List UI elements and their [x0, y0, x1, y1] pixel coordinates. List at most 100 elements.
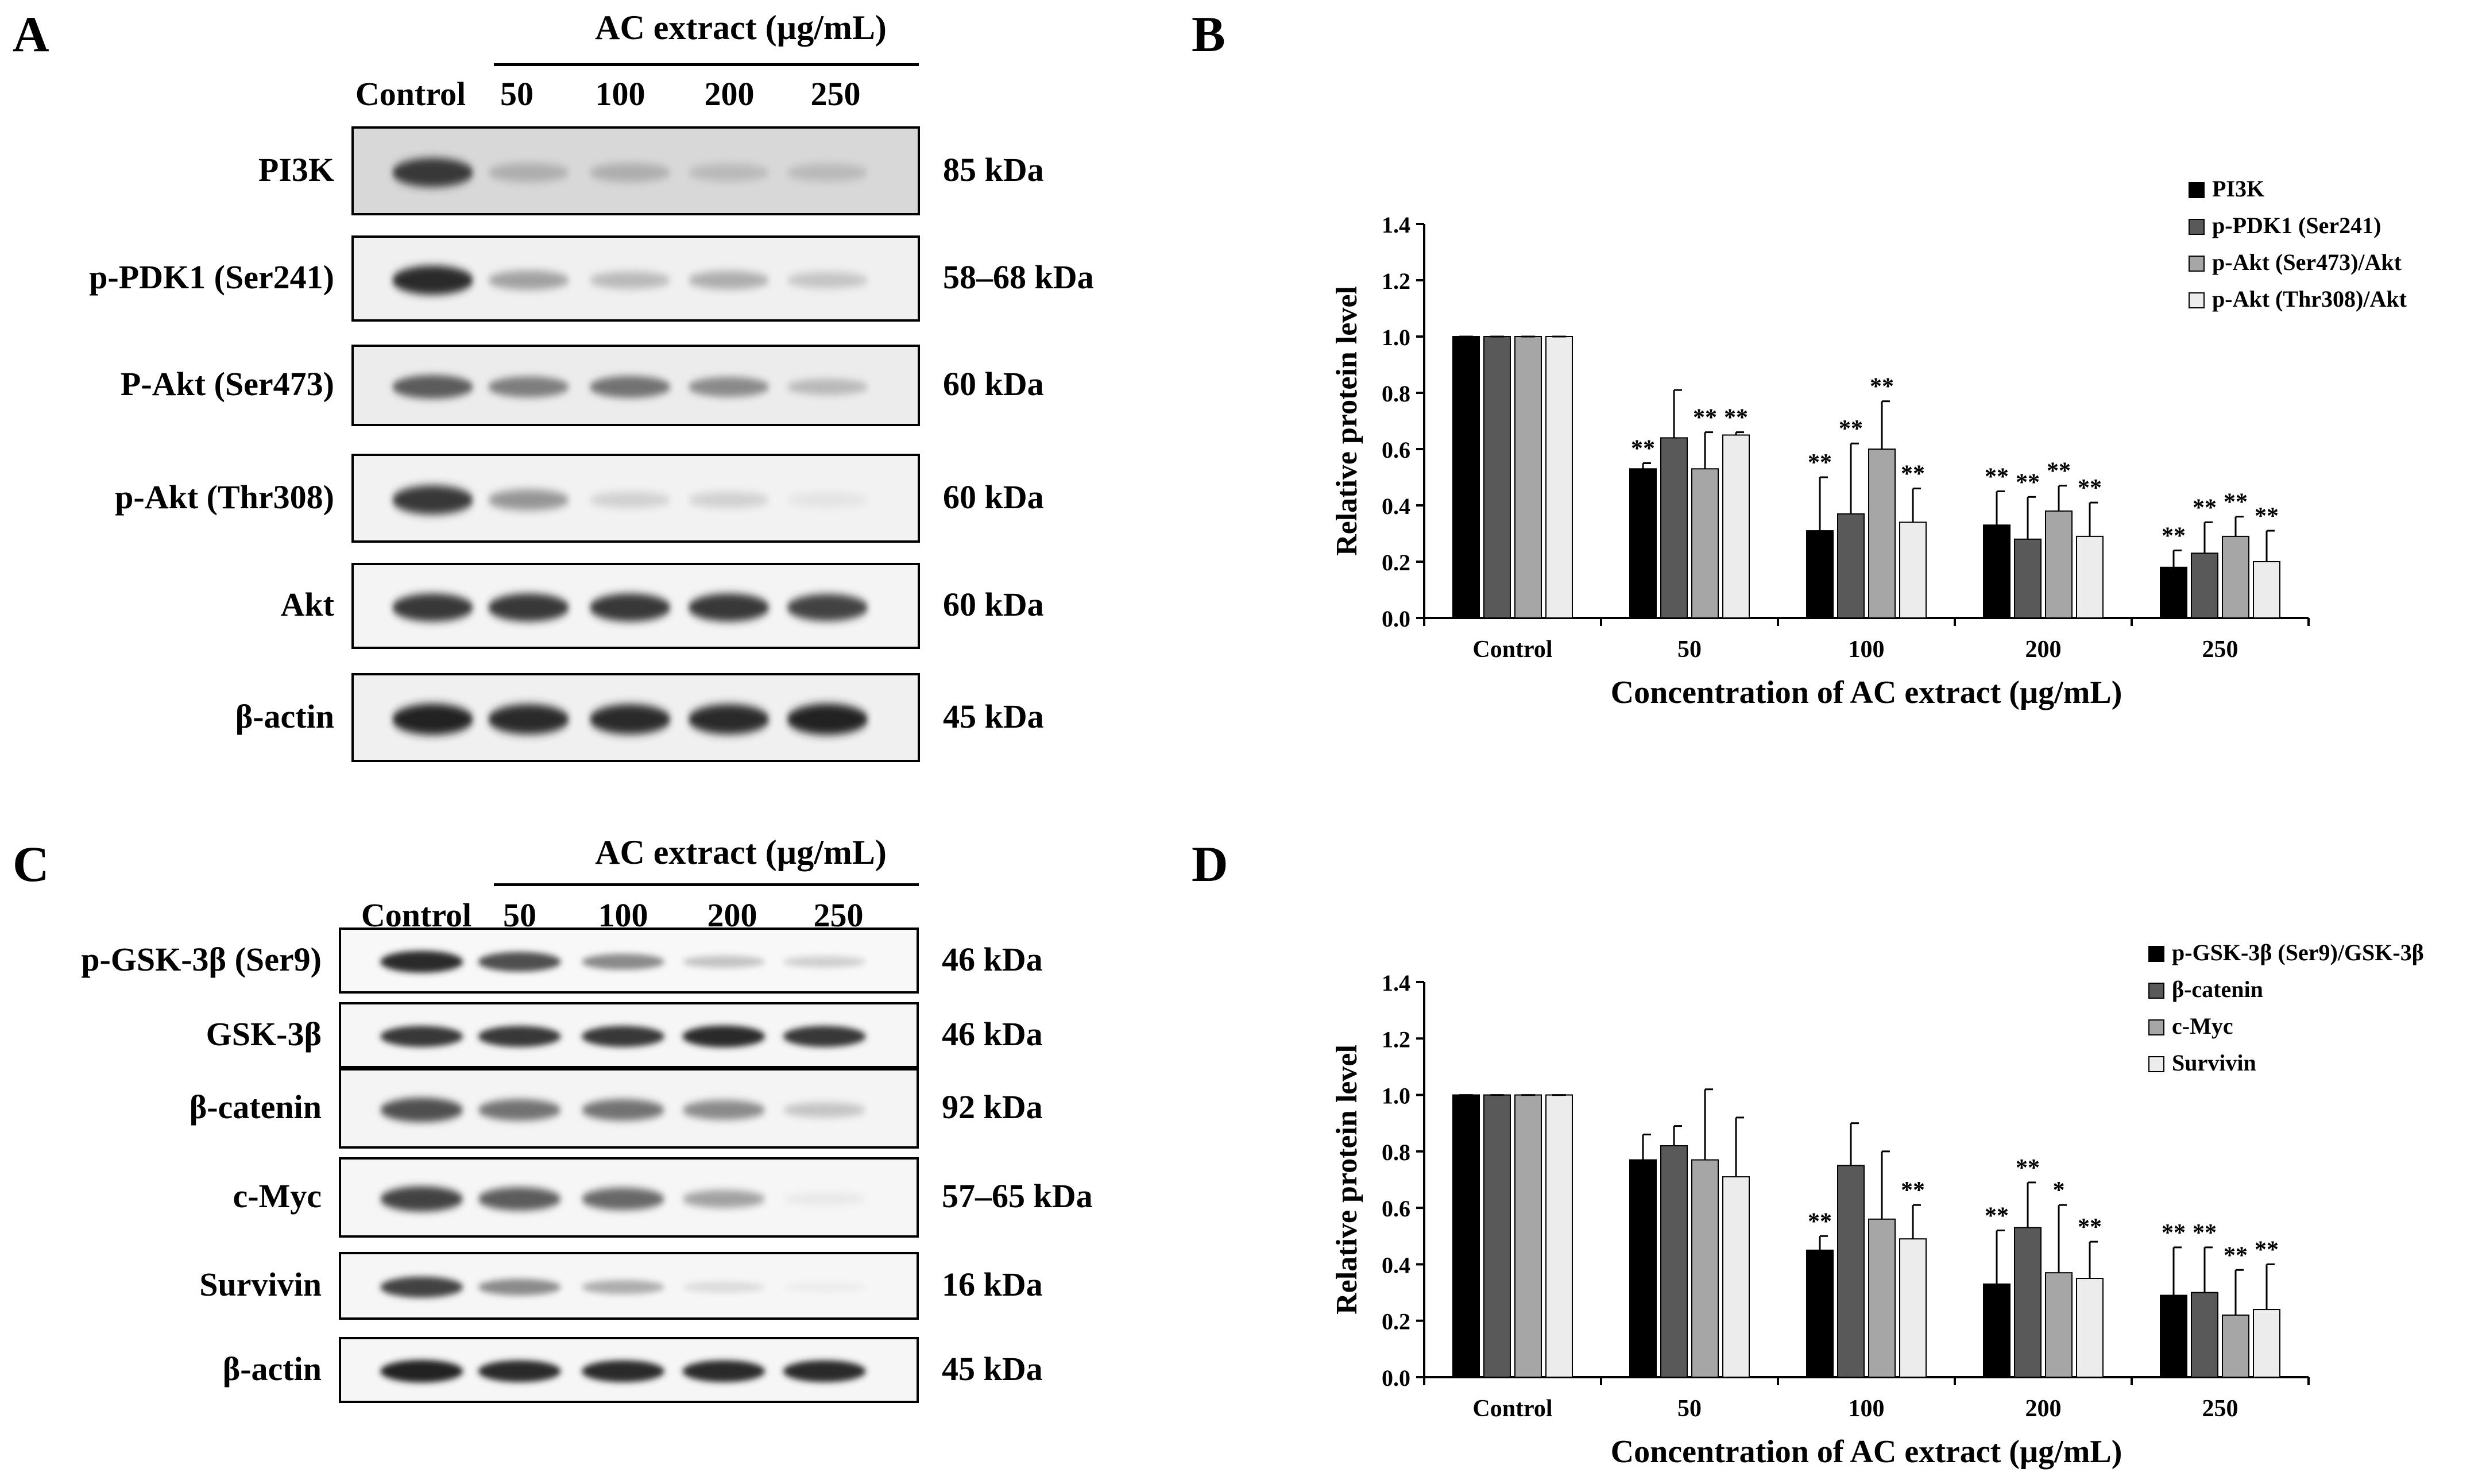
significance-label: ** — [1808, 1208, 1832, 1235]
bar — [2045, 1272, 2073, 1378]
protein-band — [392, 375, 474, 399]
bar — [1545, 336, 1573, 619]
bar — [2253, 1309, 2280, 1378]
significance-label: ** — [2078, 1214, 2102, 1240]
legend-swatch — [2189, 256, 2205, 272]
bar — [1837, 1165, 1865, 1378]
protein-band — [688, 270, 770, 289]
blot-image — [392, 704, 868, 735]
protein-band — [589, 704, 671, 735]
protein-band — [478, 1026, 561, 1048]
protein-band — [488, 593, 570, 622]
protein-band — [488, 376, 570, 397]
protein-band — [589, 593, 671, 622]
y-tick-label: 0.2 — [1382, 1309, 1410, 1335]
significance-label: ** — [2224, 489, 2248, 516]
blot-row-label: Survivin — [199, 1266, 322, 1303]
y-tick-label: 1.0 — [1382, 324, 1410, 350]
blot-strip — [339, 1157, 919, 1238]
significance-label: * — [2053, 1177, 2065, 1204]
molecular-weight-label: 46 kDa — [942, 1015, 1043, 1053]
significance-label: ** — [1901, 461, 1925, 488]
protein-band — [589, 271, 671, 289]
protein-band — [380, 1097, 463, 1122]
legend-label: PI3K — [2212, 176, 2264, 202]
x-tick-label: 250 — [2202, 1396, 2238, 1422]
blot-strip — [351, 345, 920, 426]
bar — [1514, 1094, 1542, 1378]
y-tick-label: 0.2 — [1382, 550, 1410, 575]
y-tick-label: 0.4 — [1382, 1252, 1410, 1278]
protein-band — [392, 485, 474, 515]
legend-swatch — [2189, 182, 2205, 198]
bar — [2160, 1294, 2187, 1378]
significance-label: ** — [1631, 436, 1655, 462]
protein-band — [787, 378, 868, 395]
bar — [1806, 1249, 1834, 1378]
blot-image — [392, 265, 868, 295]
y-tick-label: 0.6 — [1382, 1196, 1410, 1222]
bar — [1452, 1094, 1480, 1378]
y-tick-label: 1.2 — [1382, 268, 1410, 294]
protein-band — [688, 163, 770, 182]
bar — [2014, 1227, 2042, 1378]
x-tick-label: 200 — [2025, 636, 2062, 663]
blot-image — [380, 950, 866, 973]
y-axis-title: Relative protein level — [1331, 286, 1363, 556]
significance-label: ** — [1693, 405, 1717, 431]
y-axis-title: Relative protein level — [1331, 1045, 1363, 1315]
panel-letter-d: D — [1192, 837, 1228, 892]
y-tick-label: 1.4 — [1382, 212, 1410, 238]
legend-label: p-GSK-3β (Ser9)/GSK-3β — [2172, 940, 2424, 965]
protein-band — [682, 1360, 765, 1382]
blot-strip — [339, 1068, 919, 1149]
bar — [2222, 1314, 2249, 1378]
y-tick-label: 1.2 — [1382, 1026, 1410, 1052]
blot-strip — [351, 126, 920, 215]
molecular-weight-label: 45 kDa — [942, 1350, 1043, 1388]
protein-band — [787, 272, 868, 289]
panel-letter-b: B — [1192, 7, 1225, 63]
blot-row-label: Akt — [280, 586, 334, 623]
protein-band — [392, 593, 474, 622]
protein-band — [581, 1099, 665, 1121]
significance-label: ** — [2047, 458, 2071, 485]
protein-band — [478, 952, 561, 972]
bar — [2253, 561, 2280, 619]
protein-band — [581, 1360, 665, 1382]
protein-band — [682, 1190, 765, 1208]
blot-image — [392, 593, 868, 622]
significance-label: ** — [1724, 405, 1748, 431]
western-blot-c: AC extract (µg/mL) Control 50 100 200 25… — [0, 827, 1183, 1484]
significance-label: ** — [2016, 1155, 2040, 1181]
protein-band — [380, 1186, 463, 1212]
protein-band — [392, 265, 474, 295]
molecular-weight-label: 85 kDa — [943, 150, 1044, 188]
blot-strip — [351, 563, 920, 649]
x-tick-label: Control — [1472, 1396, 1552, 1422]
significance-label: ** — [2078, 475, 2102, 501]
molecular-weight-label: 60 kDa — [943, 478, 1044, 516]
bar — [1691, 1159, 1719, 1378]
bar — [2160, 566, 2187, 619]
protein-band — [783, 956, 866, 968]
blot-strip — [339, 928, 919, 994]
significance-label: ** — [1870, 374, 1894, 400]
bar — [1899, 1238, 1927, 1378]
bar — [1660, 1145, 1688, 1378]
y-tick-label: 0.8 — [1382, 381, 1410, 407]
x-tick-label: 50 — [1677, 1396, 1702, 1422]
molecular-weight-label: 60 kDa — [943, 586, 1044, 623]
blot-row-label: p-Akt (Thr308) — [115, 478, 334, 516]
bar — [1629, 1159, 1657, 1378]
blot-row-label: PI3K — [258, 150, 334, 188]
lane-label: 250 — [810, 75, 861, 113]
protein-band — [688, 704, 770, 735]
protein-band — [488, 704, 570, 735]
extract-underline — [494, 63, 919, 66]
bar — [1983, 1283, 2011, 1378]
protein-band — [589, 376, 671, 398]
molecular-weight-label: 60 kDa — [943, 365, 1044, 403]
protein-band — [682, 1025, 765, 1048]
protein-band — [488, 489, 570, 511]
